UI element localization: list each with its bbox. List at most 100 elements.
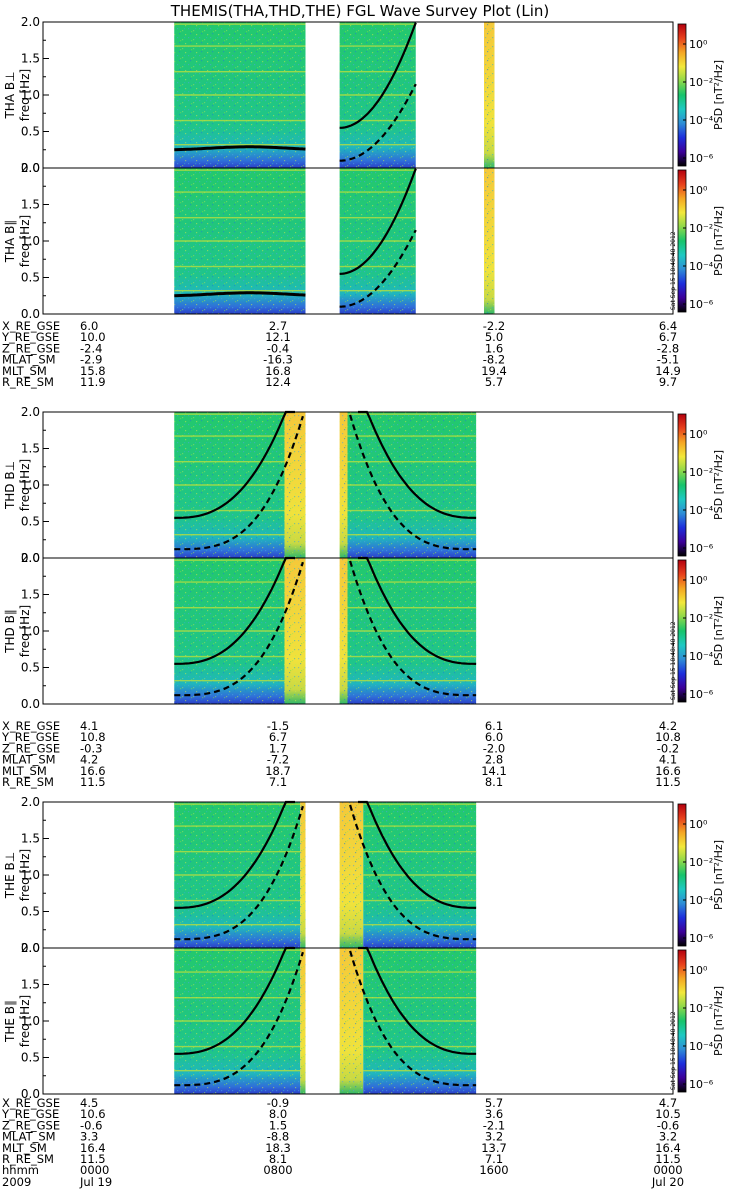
orbit-value: 3.2: [659, 1130, 677, 1144]
orbit-value: -0.9: [267, 1096, 289, 1110]
noise-texture: [339, 948, 364, 1094]
orbit-value: -8.2: [483, 353, 505, 367]
y-tick-label: 1.5: [21, 442, 40, 456]
orbit-value: 6.4: [659, 319, 677, 333]
orbit-value: 14.9: [655, 364, 681, 378]
y-axis-label: freq [Hz]: [18, 459, 32, 511]
orbit-row-label: MLT_SM: [2, 764, 47, 778]
noise-texture: [339, 412, 348, 558]
orbit-row-label: Z_RE_GSE: [2, 741, 60, 755]
y-tick-label: 1.5: [21, 198, 40, 212]
colorbar-tick-label: 10⁰: [689, 964, 708, 977]
y-tick-label: 1.0: [21, 478, 40, 492]
y-tick-label: 2.0: [21, 161, 40, 175]
y-axis-label: freq [Hz]: [18, 849, 32, 901]
orbit-table-thd: X_RE_GSE 4.1 -1.5 6.1 4.2 Y_RE_GSE 10.8 6.7 6.0 1…: [1, 719, 681, 789]
y-axis-label: freq [Hz]: [18, 605, 32, 657]
y-axis-label: freq [Hz]: [18, 995, 32, 1047]
orbit-value: -2.2: [483, 319, 505, 333]
dashed-frequency-curve: [349, 560, 477, 697]
y-tick-label: 2.0: [21, 551, 40, 565]
panel-name: THD B⊥: [3, 461, 17, 510]
orbit-value: 4.7: [659, 1096, 677, 1110]
orbit-row-label: MLT_SM: [2, 1141, 47, 1155]
colorbar-tick-label: 10⁻⁴: [689, 504, 714, 517]
colorbar-tick-label: 10⁻⁶: [689, 932, 714, 945]
colorbar-tick-label: 10⁻²: [689, 856, 713, 869]
dashed-frequency-curve: [339, 229, 417, 308]
panel-name: THA B∥: [3, 220, 17, 264]
colorbar: 10⁰ 10⁻² 10⁻⁴ 10⁻⁶ PSD [nT²/Hz]: [677, 803, 725, 947]
dashed-frequency-curve: [339, 83, 417, 162]
colorbar-tick-label: 10⁻⁶: [689, 152, 714, 165]
orbit-value: -2.8: [657, 341, 679, 355]
dashed-frequency-curve: [349, 414, 477, 551]
noise-texture: [484, 22, 495, 168]
orbit-value: 6.7: [269, 730, 287, 744]
y-tick-label: 1.5: [21, 588, 40, 602]
time-value: 0800: [263, 1163, 292, 1177]
orbit-value: 4.2: [659, 719, 677, 733]
colorbar-label: PSD [nT²/Hz]: [712, 840, 725, 910]
dashed-frequency-curve: [174, 951, 304, 1087]
y-tick-label: 1.5: [21, 52, 40, 66]
colorbar-tick-label: 10⁻²: [689, 222, 713, 235]
orbit-value: 18.3: [265, 1141, 291, 1155]
orbit-value: 5.7: [485, 375, 503, 389]
orbit-row-label: Y_RE_GSE: [1, 330, 59, 344]
orbit-value: 12.1: [265, 330, 291, 344]
y-axis-label: freq [Hz]: [18, 215, 32, 267]
colorbar-tick-label: 10⁻⁶: [689, 1078, 714, 1091]
plot-title: THEMIS(THA,THD,THE) FGL Wave Survey Plot…: [170, 2, 549, 20]
orbit-value: -2.4: [80, 341, 102, 355]
orbit-value: 10.8: [80, 730, 106, 744]
colorbar: 10⁰ 10⁻² 10⁻⁴ 10⁻⁶ PSD [nT²/Hz] Sat Sep 15 18…: [670, 169, 725, 313]
noise-texture: [339, 802, 364, 948]
dashed-frequency-curve: [349, 804, 477, 941]
orbit-value: 3.2: [485, 1130, 503, 1144]
orbit-row-label: MLAT_SM: [2, 1130, 56, 1144]
orbit-row-label: R_RE_SM: [2, 775, 54, 789]
solid-frequency-curve: [358, 946, 477, 1055]
y-tick-label: 1.0: [21, 1014, 40, 1028]
orbit-value: 1.6: [485, 341, 503, 355]
solid-frequency-curve: [339, 22, 417, 129]
orbit-value: 3.6: [485, 1107, 503, 1121]
panel-name: THE B⊥: [3, 852, 17, 899]
noise-texture: [484, 168, 495, 314]
orbit-value: 15.8: [80, 364, 106, 378]
orbit-value: 11.9: [80, 375, 106, 389]
orbit-value: -8.8: [267, 1130, 289, 1144]
colorbar-scale: [677, 413, 687, 557]
y-tick-label: 0.0: [21, 161, 40, 175]
orbit-value: 5.0: [485, 330, 503, 344]
y-tick-label: 2.0: [21, 15, 40, 29]
orbit-value: 5.7: [485, 1096, 503, 1110]
y-tick-label: 0.0: [21, 1087, 40, 1101]
colorbar-tick-label: 10⁻⁴: [689, 114, 714, 127]
solid-frequency-curve: [174, 800, 295, 909]
orbit-value: 10.0: [80, 330, 106, 344]
y-tick-label: 1.0: [21, 624, 40, 638]
orbit-value: 3.3: [80, 1130, 98, 1144]
dashed-frequency-curve: [174, 561, 304, 697]
colorbar-tick-label: 10⁰: [689, 818, 708, 831]
orbit-value: 18.7: [265, 764, 291, 778]
noise-texture: [284, 558, 306, 704]
colorbar-label: PSD [nT²/Hz]: [712, 450, 725, 520]
y-tick-label: 2.0: [21, 941, 40, 955]
orbit-value: -0.6: [80, 1118, 102, 1132]
time-value: Jul 20: [651, 1175, 684, 1189]
colorbar-tick-label: 10⁻⁴: [689, 260, 714, 273]
orbit-row-label: MLAT_SM: [2, 753, 56, 767]
colorbar-label: PSD [nT²/Hz]: [712, 60, 725, 130]
orbit-row-label: R_RE_SM: [2, 375, 54, 389]
y-tick-label: 1.0: [21, 234, 40, 248]
orbit-value: 11.5: [80, 1152, 106, 1166]
orbit-value: 8.0: [269, 1107, 287, 1121]
solid-frequency-curve: [174, 946, 295, 1055]
y-tick-label: 2.0: [21, 405, 40, 419]
colorbar-tick-label: 10⁰: [689, 428, 708, 441]
colorbar: 10⁰ 10⁻² 10⁻⁴ 10⁻⁶ PSD [nT²/Hz] Sat Sep 15 18…: [670, 949, 725, 1093]
orbit-row-label: MLAT_SM: [2, 353, 56, 367]
